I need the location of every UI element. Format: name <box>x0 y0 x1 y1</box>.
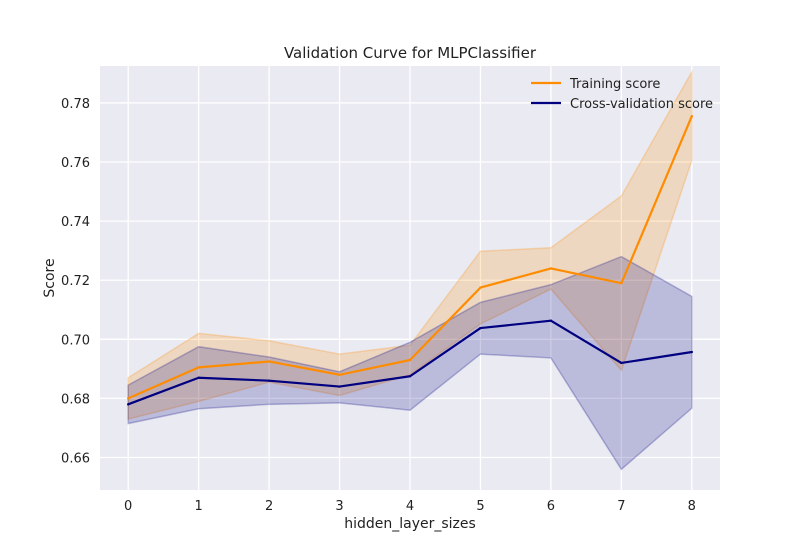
legend-label-cross-validation: Cross-validation score <box>570 97 713 112</box>
point-training-score <box>126 397 130 400</box>
band-cross-validation-score <box>127 255 693 471</box>
x-tick-label: 1 <box>194 499 202 514</box>
confidence-bands <box>127 69 693 471</box>
y-tick-label: 0.66 <box>61 451 90 466</box>
x-axis-label: hidden_layer_sizes <box>344 516 476 532</box>
point-training-score <box>197 366 200 369</box>
point-training-score <box>620 281 623 285</box>
point-cross-validation-score <box>197 376 200 379</box>
point-cross-validation-score <box>126 403 130 406</box>
point-cross-validation-score <box>690 350 694 354</box>
x-tick-label: 4 <box>406 499 414 514</box>
x-tick-label: 6 <box>547 499 555 514</box>
point-cross-validation-score <box>267 379 271 382</box>
x-tick-label: 7 <box>617 499 625 514</box>
point-cross-validation-score <box>408 375 412 378</box>
point-training-score <box>479 286 482 289</box>
point-training-score <box>549 267 553 270</box>
x-tick-labels: 0 1 2 3 4 5 6 7 8 <box>124 499 696 514</box>
band-training-score <box>127 69 693 421</box>
chart-title: Validation Curve for MLPClassifier <box>284 44 537 62</box>
x-tick-label: 8 <box>688 499 696 514</box>
point-cross-validation-score <box>620 361 623 365</box>
series-lines <box>126 115 694 406</box>
point-training-score <box>408 358 412 362</box>
point-cross-validation-score <box>479 326 482 330</box>
point-training-score <box>690 115 694 118</box>
y-tick-label: 0.78 <box>61 97 90 112</box>
y-tick-labels: 0.66 0.68 0.70 0.72 0.74 0.76 0.78 <box>61 97 90 467</box>
point-training-score <box>338 373 341 376</box>
legend: Training score Cross-validation score <box>531 77 713 112</box>
point-training-score <box>267 360 271 363</box>
point-cross-validation-score <box>549 319 553 322</box>
y-tick-label: 0.70 <box>61 333 90 348</box>
x-tick-label: 2 <box>265 499 273 514</box>
y-tick-label: 0.68 <box>61 392 90 407</box>
y-tick-label: 0.72 <box>61 274 90 289</box>
legend-label-training: Training score <box>569 77 660 92</box>
y-tick-label: 0.76 <box>61 156 90 171</box>
y-tick-label: 0.74 <box>61 215 90 230</box>
x-tick-label: 5 <box>476 499 484 514</box>
x-tick-label: 0 <box>124 499 132 514</box>
x-tick-label: 3 <box>335 499 343 514</box>
grid-lines <box>100 66 720 490</box>
y-axis-label: Score <box>42 258 58 297</box>
point-cross-validation-score <box>338 385 341 388</box>
